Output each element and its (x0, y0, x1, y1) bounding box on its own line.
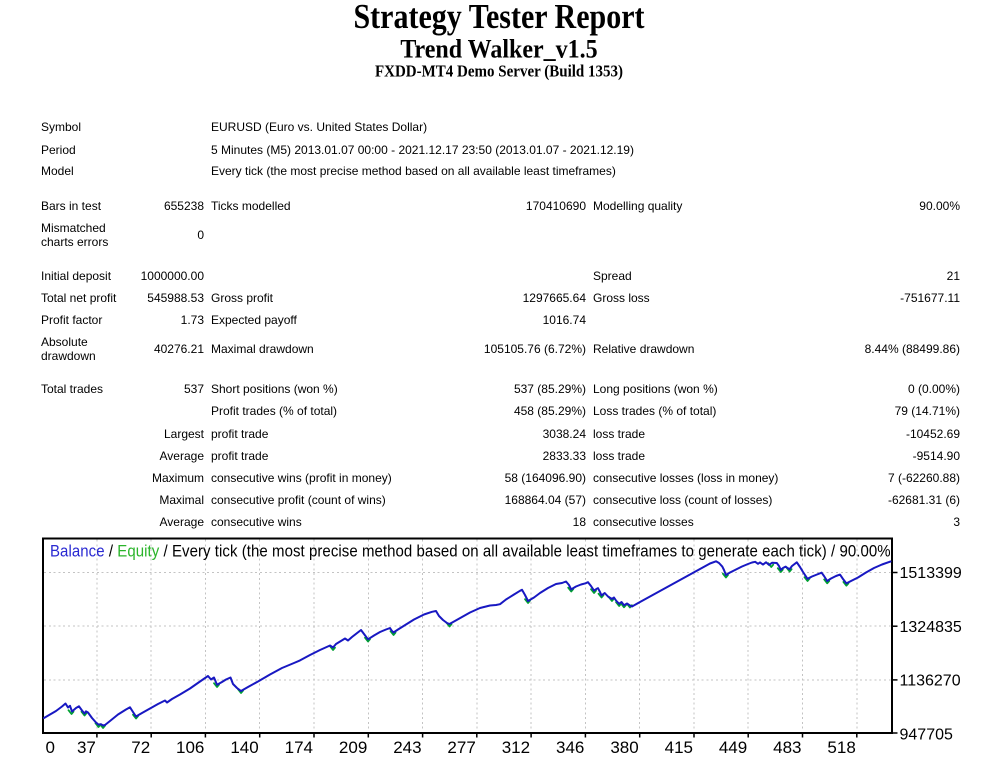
svg-text:277: 277 (447, 738, 475, 757)
svg-text:106: 106 (176, 738, 204, 757)
svg-text:518: 518 (827, 738, 855, 757)
svg-text:449: 449 (719, 738, 747, 757)
svg-text:243: 243 (393, 738, 421, 757)
svg-text:209: 209 (339, 738, 367, 757)
svg-text:346: 346 (556, 738, 584, 757)
svg-text:140: 140 (230, 738, 258, 757)
svg-text:0: 0 (46, 738, 55, 757)
svg-text:947705: 947705 (900, 726, 953, 743)
svg-text:72: 72 (131, 738, 150, 757)
svg-text:415: 415 (665, 738, 693, 757)
svg-text:1324835: 1324835 (900, 619, 962, 636)
svg-text:1136270: 1136270 (900, 673, 961, 690)
svg-text:483: 483 (773, 738, 801, 757)
svg-text:37: 37 (77, 738, 96, 757)
svg-text:380: 380 (610, 738, 638, 757)
svg-text:174: 174 (285, 738, 313, 757)
svg-text:1513399: 1513399 (900, 565, 962, 582)
svg-text:312: 312 (502, 738, 530, 757)
